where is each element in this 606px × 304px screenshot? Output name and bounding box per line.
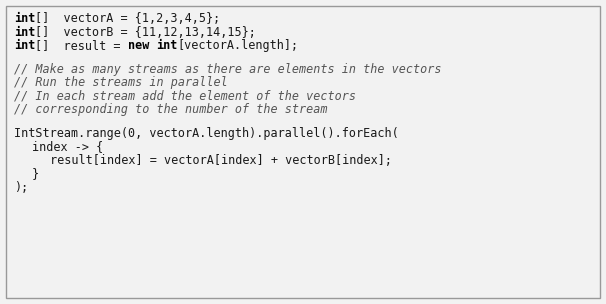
Text: int: int bbox=[156, 39, 178, 52]
Text: int: int bbox=[14, 12, 35, 25]
Text: // Run the streams in parallel: // Run the streams in parallel bbox=[14, 76, 228, 89]
Text: []  vectorB = {11,12,13,14,15};: [] vectorB = {11,12,13,14,15}; bbox=[35, 26, 256, 39]
Text: // corresponding to the number of the stream: // corresponding to the number of the st… bbox=[14, 103, 327, 116]
Text: index -> {: index -> { bbox=[32, 140, 103, 153]
Text: new: new bbox=[128, 39, 149, 52]
Text: }: } bbox=[32, 167, 39, 180]
Text: int: int bbox=[14, 26, 35, 39]
Text: int: int bbox=[14, 39, 35, 52]
Text: result[index] = vectorA[index] + vectorB[index];: result[index] = vectorA[index] + vectorB… bbox=[50, 154, 392, 167]
Text: );: ); bbox=[14, 181, 28, 194]
Text: // In each stream add the element of the vectors: // In each stream add the element of the… bbox=[14, 90, 356, 103]
Text: [vectorA.length];: [vectorA.length]; bbox=[178, 39, 299, 52]
Text: IntStream.range(0, vectorA.length).parallel().forEach(: IntStream.range(0, vectorA.length).paral… bbox=[14, 127, 399, 140]
Text: []  result =: [] result = bbox=[35, 39, 128, 52]
Text: []  vectorA = {1,2,3,4,5};: [] vectorA = {1,2,3,4,5}; bbox=[35, 12, 221, 25]
Text: // Make as many streams as there are elements in the vectors: // Make as many streams as there are ele… bbox=[14, 63, 442, 76]
